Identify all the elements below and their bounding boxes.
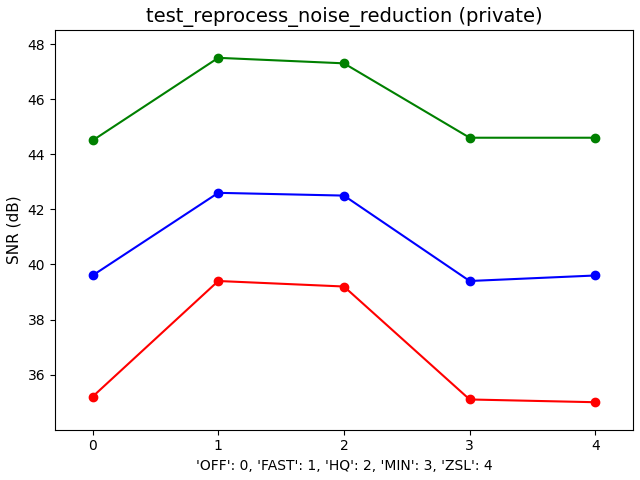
- Title: test_reprocess_noise_reduction (private): test_reprocess_noise_reduction (private): [146, 7, 542, 27]
- Y-axis label: SNR (dB): SNR (dB): [7, 196, 22, 264]
- X-axis label: 'OFF': 0, 'FAST': 1, 'HQ': 2, 'MIN': 3, 'ZSL': 4: 'OFF': 0, 'FAST': 1, 'HQ': 2, 'MIN': 3, …: [196, 459, 492, 473]
